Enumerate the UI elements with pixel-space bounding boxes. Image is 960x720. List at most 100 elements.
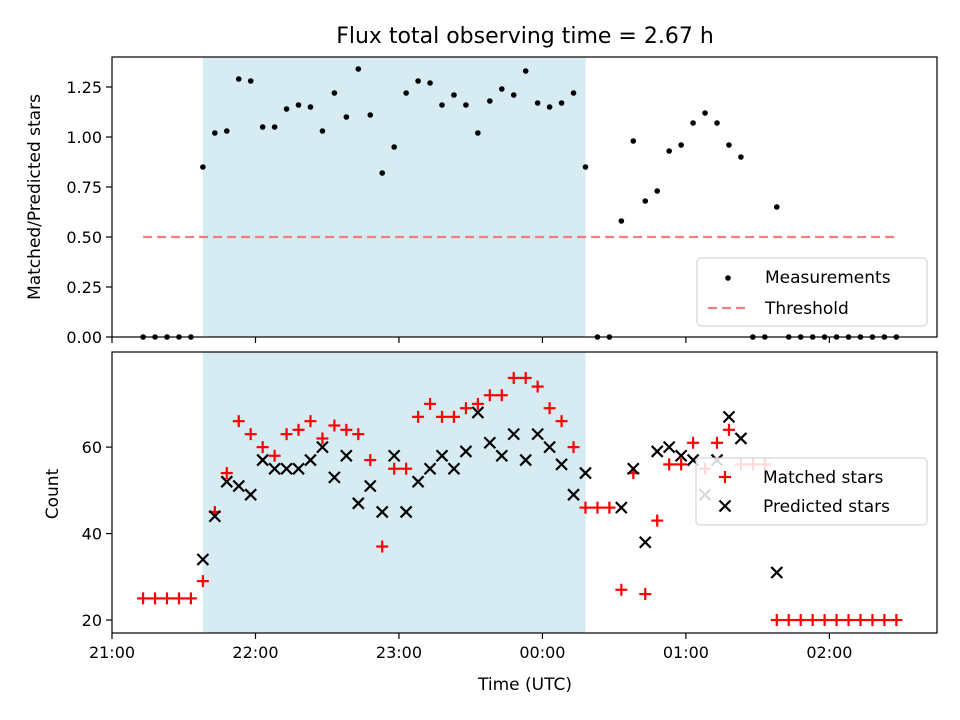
measurement-point	[319, 128, 326, 134]
predicted-star-point	[280, 462, 293, 476]
predicted-star-point	[304, 453, 317, 467]
predicted-star-point	[615, 501, 628, 514]
matched-star-point	[232, 415, 245, 428]
matched-star-point	[137, 592, 150, 605]
matched-star-point	[328, 419, 341, 432]
matched-star-point	[543, 402, 556, 415]
matched-star-point	[340, 423, 353, 436]
matched-star-point	[531, 380, 544, 393]
measurement-point	[295, 102, 302, 108]
top-y-tick-label: 0.25	[66, 278, 102, 297]
x-stroke-2	[615, 501, 628, 514]
matched-star-point	[519, 371, 532, 384]
measurement-point	[498, 86, 505, 92]
measurement-point	[247, 78, 254, 84]
predicted-star-point	[340, 449, 353, 463]
matched-star-point	[376, 540, 389, 553]
measurement-point	[307, 104, 314, 110]
measurement-point	[200, 164, 206, 170]
legend-measurement-marker	[725, 275, 731, 281]
chart-title: Flux total observing time = 2.67 h	[336, 24, 714, 49]
predicted-star-point	[579, 466, 592, 480]
x-stroke-2	[507, 427, 521, 441]
measurement-point	[773, 204, 780, 210]
x-stroke-2	[316, 440, 329, 454]
matched-star-point	[842, 614, 855, 627]
predicted-star-point	[256, 453, 269, 467]
predicted-star-point	[220, 475, 234, 488]
measurement-point	[570, 90, 577, 96]
measurement-point	[451, 92, 457, 98]
matched-star-point	[651, 514, 664, 527]
x-stroke-2	[208, 509, 222, 523]
x-stroke-2	[375, 505, 389, 519]
measurement-point	[212, 130, 218, 136]
matched-star-point	[878, 614, 891, 627]
predicted-star-point	[423, 462, 437, 476]
measurement-point	[714, 120, 720, 126]
bottom-panel: 20 40 60 21:00 22:00 23:00 00:00 01:00 02:00 Matc…	[82, 351, 938, 662]
x-tick-label: 22:00	[232, 643, 278, 662]
matched-star-point	[304, 415, 317, 428]
x-stroke-2	[435, 449, 449, 463]
top-legend-box	[696, 257, 928, 327]
matched-star-point	[268, 449, 281, 462]
x-stroke-2	[363, 479, 377, 493]
x-stroke-2	[423, 462, 437, 476]
matched-star-point	[794, 614, 807, 627]
matched-star-point	[424, 397, 437, 410]
top-y-tick-label: 0.50	[66, 228, 102, 247]
measurement-point	[534, 100, 541, 106]
x-stroke-2	[686, 453, 700, 467]
predicted-star-point	[507, 427, 521, 441]
x-stroke-2	[304, 453, 317, 467]
measurement-point	[654, 188, 661, 194]
predicted-star-point	[196, 553, 210, 566]
top-axes-frame	[111, 56, 938, 338]
matched-star-point	[579, 501, 592, 514]
measurement-point	[271, 124, 278, 130]
matched-star-point	[280, 428, 293, 441]
matched-star-point	[711, 436, 723, 449]
matched-star-point	[603, 501, 616, 514]
matched-star-point	[591, 501, 604, 514]
x-stroke-2	[519, 453, 532, 467]
x-tick-label: 23:00	[376, 643, 422, 662]
x-stroke-2	[567, 488, 580, 501]
predicted-star-point	[352, 497, 365, 510]
predicted-star-point	[232, 479, 246, 493]
x-stroke-2	[483, 436, 497, 450]
measurement-point	[427, 80, 433, 86]
measurement-point	[582, 164, 589, 170]
bottom-legend: Matched stars Predicted stars	[695, 457, 928, 526]
bottom-y-axis-label: Count	[43, 468, 63, 519]
matched-star-point	[196, 575, 209, 588]
x-stroke-2	[328, 471, 341, 484]
measurement-point	[510, 92, 517, 98]
top-legend: Measurements Threshold	[696, 257, 928, 327]
measurement-point	[475, 130, 481, 136]
predicted-star-point	[435, 449, 449, 463]
measurement-point	[235, 76, 242, 82]
x-stroke-2	[447, 462, 461, 476]
matched-star-point	[687, 436, 700, 449]
bottom-axes-frame	[111, 351, 938, 634]
predicted-star-point	[770, 566, 784, 579]
matched-star-point	[184, 592, 197, 605]
predicted-star-point	[627, 462, 640, 476]
matched-star-point	[663, 458, 676, 471]
matched-star-point	[567, 441, 580, 454]
x-stroke-2	[387, 449, 401, 463]
measurement-point	[223, 128, 230, 134]
matched-star-point	[675, 458, 688, 471]
x-stroke-2	[722, 410, 736, 424]
x-stroke-2	[244, 488, 257, 501]
matched-star-point	[806, 614, 819, 627]
measurement-point	[666, 148, 672, 154]
predicted-star-point	[375, 505, 389, 519]
bottom-legend-box	[695, 457, 928, 526]
predicted-star-point	[316, 440, 329, 454]
x-axis-label: Time (UTC)	[477, 675, 572, 695]
legend-matched-marker	[719, 471, 731, 483]
measurement-point	[487, 98, 493, 104]
